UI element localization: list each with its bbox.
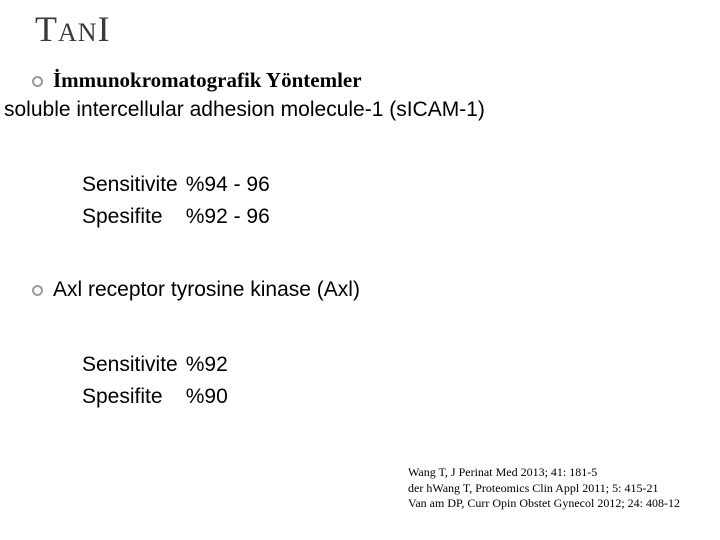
metric-value: %92 - 96 <box>186 202 276 232</box>
metric-value: %90 <box>186 382 234 412</box>
table-row: Sensitivite %92 <box>82 350 234 380</box>
metric-label: Spesifite <box>82 202 184 232</box>
section-1-heading-line: İmmunokromatografik Yöntemler <box>32 68 362 93</box>
bullet-icon <box>32 285 43 296</box>
metrics-table-2: Sensitivite %92 Spesifite %90 <box>80 348 236 415</box>
title-part-1: T <box>35 9 58 49</box>
reference-line: der hWang T, Proteomics Clin Appl 2011; … <box>408 481 680 497</box>
section-2-heading: Axl receptor tyrosine kinase (Axl) <box>53 278 360 301</box>
title-part-3: I <box>98 9 111 49</box>
table-row: Spesifite %90 <box>82 382 234 412</box>
metric-label: Sensitivite <box>82 170 184 200</box>
metric-label: Sensitivite <box>82 350 184 380</box>
section-2-metrics: Sensitivite %92 Spesifite %90 <box>80 348 236 415</box>
table-row: Sensitivite %94 - 96 <box>82 170 276 200</box>
section-1-metrics: Sensitivite %94 - 96 Spesifite %92 - 96 <box>80 168 278 235</box>
bullet-icon <box>32 76 43 87</box>
section-2-heading-line: Axl receptor tyrosine kinase (Axl) <box>32 278 360 302</box>
metrics-table-1: Sensitivite %94 - 96 Spesifite %92 - 96 <box>80 168 278 235</box>
slide-title: TANI <box>35 8 111 50</box>
reference-line: Van am DP, Curr Opin Obstet Gynecol 2012… <box>408 496 680 512</box>
title-part-2: AN <box>58 18 98 47</box>
slide: TANI İmmunokromatografik Yöntemler solub… <box>0 0 720 540</box>
section-1-subline: soluble intercellular adhesion molecule-… <box>4 98 485 122</box>
metric-value: %92 <box>186 350 234 380</box>
metric-label: Spesifite <box>82 382 184 412</box>
metric-value: %94 - 96 <box>186 170 276 200</box>
section-1-heading: İmmunokromatografik Yöntemler <box>53 68 362 92</box>
table-row: Spesifite %92 - 96 <box>82 202 276 232</box>
reference-line: Wang T, J Perinat Med 2013; 41: 181-5 <box>408 465 680 481</box>
references-block: Wang T, J Perinat Med 2013; 41: 181-5 de… <box>408 465 680 512</box>
